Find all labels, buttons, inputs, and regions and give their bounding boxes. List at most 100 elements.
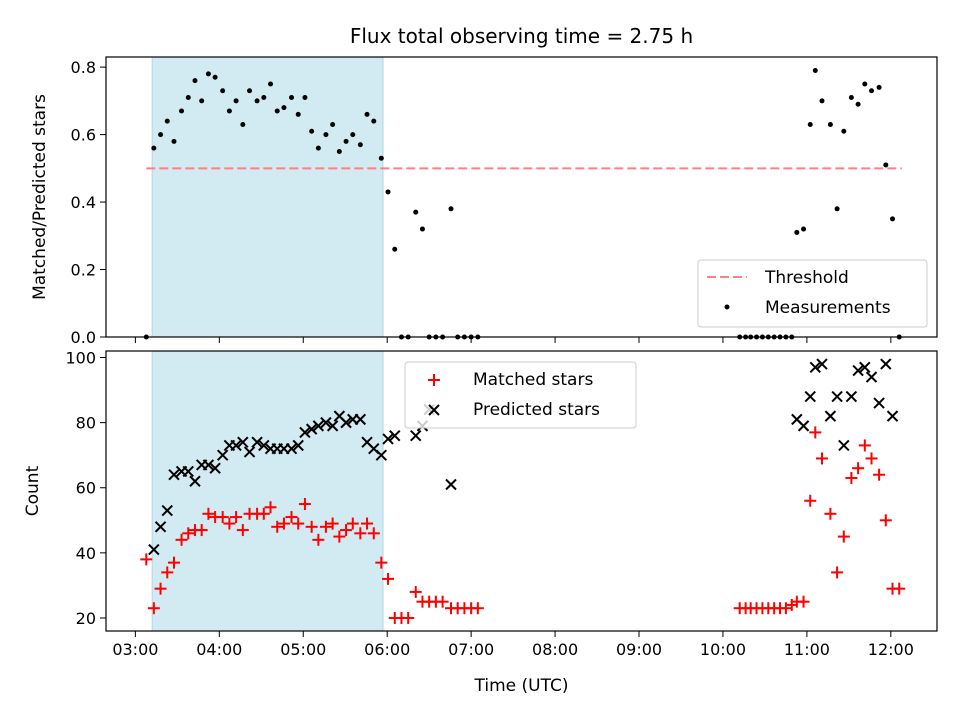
measurement-point [281, 105, 287, 111]
predicted-star-point [824, 410, 837, 422]
matched-star-point [154, 582, 167, 595]
predicted-star-point [410, 429, 422, 442]
matched-star-point [236, 524, 249, 537]
predicted-star-point [182, 465, 194, 478]
measurement-point [413, 209, 419, 215]
predicted-star-point [237, 436, 249, 448]
matched-star-point [436, 595, 449, 608]
predicted-star-point [305, 423, 318, 435]
bottom-y-tick-label: 60 [76, 479, 96, 498]
top-panel-frame [105, 56, 938, 338]
matched-star-point [195, 524, 208, 537]
measurement-point [220, 88, 226, 94]
matched-star-point [409, 585, 422, 598]
x-tick-label: 07:00 [448, 640, 494, 659]
measurement-point [350, 132, 356, 138]
matched-star-point [816, 452, 829, 465]
predicted-star-point [258, 439, 270, 452]
predicted-star-point [168, 469, 180, 481]
measurement-point [890, 216, 896, 222]
matched-star-point [326, 517, 339, 530]
predicted-star-point [148, 543, 160, 556]
measurement-point [841, 128, 847, 134]
matched-star-point [852, 462, 865, 475]
legend-matched-swatch [428, 374, 440, 386]
predicted-star-point [312, 420, 325, 432]
measurement-point [151, 145, 157, 151]
matched-star-point [319, 520, 332, 533]
measurement-point [274, 108, 280, 114]
top-shaded-region [151, 56, 384, 338]
top-legend-box [697, 259, 928, 328]
top-y-tick-label: 0.2 [71, 261, 96, 280]
matched-star-point [797, 595, 810, 608]
matched-star-point [257, 507, 270, 520]
predicted-star-point [251, 436, 263, 448]
top-y-tick-label: 0.0 [71, 328, 96, 347]
matched-star-point [223, 517, 236, 530]
measurement-point [869, 88, 875, 94]
measurement-point [812, 67, 818, 73]
top-panel: 0.00.20.40.60.8 Matched/Predicted stars … [30, 56, 938, 347]
predicted-star-point [816, 358, 828, 370]
x-axis-label: Time (UTC) [474, 676, 569, 696]
measurement-point [371, 118, 377, 124]
matched-star-point [161, 566, 174, 579]
matched-star-point [271, 520, 284, 533]
top-y-axis-label: Matched/Predicted stars [30, 94, 50, 300]
matched-star-point [230, 511, 243, 524]
measurement-point [876, 84, 882, 90]
predicted-star-point [838, 439, 850, 452]
legend-measurements-swatch [724, 304, 730, 310]
measurement-point [807, 121, 813, 127]
predicted-star-point [189, 475, 201, 487]
predicted-star-point [809, 361, 821, 373]
matched-star-point [879, 514, 892, 527]
matched-star-point [292, 517, 305, 530]
measurement-point [323, 132, 329, 138]
measurement-point [419, 226, 425, 232]
predicted-star-point [285, 442, 298, 455]
predicted-star-point [230, 439, 242, 452]
predicted-star-point [299, 426, 311, 439]
measurement-point [233, 98, 239, 104]
predicted-star-point [797, 420, 810, 432]
bottom-shaded-region [151, 350, 384, 632]
measurement-point [268, 81, 274, 87]
predicted-star-point [243, 446, 256, 458]
measurement-point [158, 132, 164, 138]
predicted-star-point [445, 478, 457, 491]
bottom-legend: Matched stars Predicted stars [404, 361, 637, 429]
x-tick-label: 08:00 [532, 640, 578, 659]
matched-star-point [346, 517, 359, 530]
measurement-point [827, 121, 833, 127]
measurement-point [254, 98, 260, 104]
matched-star-point [277, 517, 290, 530]
measurement-point [240, 121, 246, 127]
matched-star-point [285, 511, 298, 524]
matched-star-point [367, 527, 380, 540]
bottom-legend-box [404, 361, 637, 429]
measurement-point [392, 246, 398, 252]
predicted-star-point [209, 462, 221, 474]
x-tick-label: 03:00 [112, 640, 158, 659]
measurement-point [309, 128, 315, 134]
top-legend: Threshold Measurements [697, 259, 928, 328]
predicted-star-point [354, 413, 367, 426]
matched-star-point [831, 566, 844, 579]
matched-star-point [264, 501, 277, 514]
predicted-star-point [831, 390, 843, 403]
top-y-tick-label: 0.6 [71, 126, 96, 145]
measurement-point [247, 88, 253, 94]
x-tick-label: 04:00 [196, 640, 242, 659]
measurement-point [171, 138, 177, 144]
x-tick-label: 05:00 [280, 640, 326, 659]
matched-star-point [361, 517, 374, 530]
measurement-point [199, 98, 205, 104]
predicted-star-point [161, 504, 173, 517]
matched-star-point [140, 553, 153, 566]
measurement-point [343, 138, 349, 144]
measurement-point [862, 81, 868, 87]
predicted-star-point [320, 416, 332, 429]
predicted-star-point [154, 521, 167, 533]
